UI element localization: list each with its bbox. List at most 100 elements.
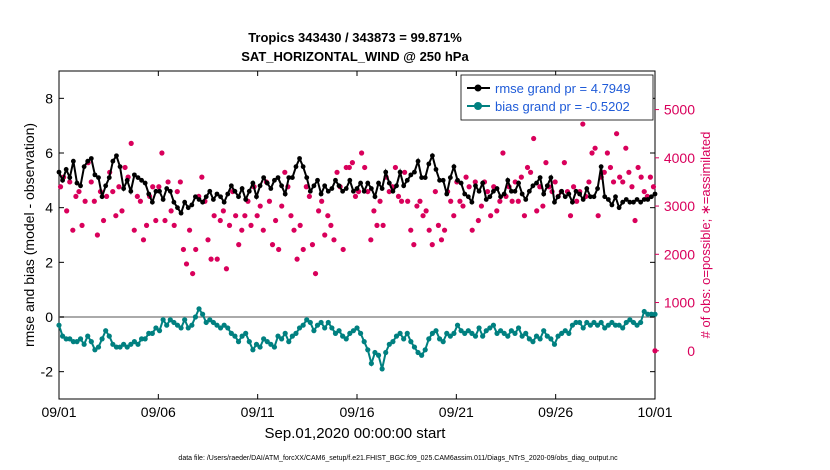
obs-count-point (64, 208, 70, 214)
bias-point (264, 339, 270, 345)
obs-count-point (392, 164, 399, 171)
rmse-point (458, 180, 464, 186)
rmse-point (304, 175, 310, 181)
obs-count-point (239, 227, 245, 233)
bias-point (70, 339, 76, 345)
legend-box (460, 74, 654, 121)
bias-point (537, 336, 543, 342)
obs-count-point (82, 198, 88, 204)
obs-count-point (448, 198, 454, 204)
bias-point (498, 328, 504, 334)
bias-point (494, 330, 500, 336)
rmse-point (243, 197, 249, 202)
rmse-point (444, 191, 450, 197)
rmse-point (307, 188, 313, 194)
obs-count-point (472, 179, 478, 185)
obs-count-point (509, 198, 515, 204)
rmse-point (261, 175, 267, 181)
bias-point (261, 336, 267, 342)
obs-count-point (527, 169, 534, 175)
obs-count-point (595, 213, 601, 219)
rmse-point (505, 177, 511, 183)
y2-tick-label: 5000 (664, 102, 695, 118)
rmse-point (282, 191, 288, 197)
rmse-point (555, 194, 561, 200)
x-tick-label: 09/01 (41, 404, 76, 420)
bias-point (225, 325, 231, 331)
rmse-point (214, 191, 220, 197)
obs-count-point (220, 208, 226, 214)
rmse-point (491, 188, 496, 194)
rmse-point (404, 177, 410, 183)
rmse-point (275, 175, 281, 181)
obs-count-point (374, 222, 380, 228)
bias-point (131, 339, 137, 345)
bias-point (397, 330, 403, 336)
y-tick-label: 6 (45, 145, 53, 161)
rmse-point (419, 175, 425, 181)
obs-count-point (177, 179, 183, 185)
rmse-point (473, 183, 478, 189)
bias-point (641, 308, 647, 315)
rmse-point (146, 191, 152, 197)
obs-count-point (199, 174, 205, 180)
bias-point (645, 311, 651, 317)
bias-point (271, 344, 278, 350)
obs-count-point (288, 213, 294, 219)
bias-point (652, 311, 658, 317)
obs-count-point (266, 198, 273, 204)
bias-point (253, 341, 260, 347)
rmse-point (562, 194, 568, 200)
obs-count-point (610, 179, 617, 185)
y-tick-label: 4 (45, 200, 53, 216)
rmse-point (609, 202, 615, 208)
rmse-point (483, 197, 489, 202)
bias-point (311, 328, 317, 334)
obs-count-point (641, 188, 647, 195)
rmse-point (325, 188, 331, 194)
rmse-point (429, 153, 435, 159)
bias-point (630, 319, 637, 326)
obs-count-point (223, 266, 230, 272)
bias-point (609, 319, 615, 326)
rmse-point (462, 191, 468, 197)
rmse-point (516, 180, 521, 186)
bias-point (401, 336, 407, 342)
bias-point (332, 330, 339, 336)
bias-point (490, 322, 497, 328)
rmse-series-layer (56, 152, 658, 216)
obs-count-point (257, 203, 263, 209)
rmse-point (160, 197, 166, 202)
bias-point (548, 336, 554, 342)
obs-count-point (423, 208, 429, 214)
bias-point (221, 322, 227, 328)
bias-point (178, 325, 184, 331)
rmse-point (422, 175, 428, 181)
bias-point (268, 341, 274, 347)
y-tick-label: 8 (45, 90, 53, 106)
bias-point (81, 341, 87, 347)
obs-count-point (100, 217, 107, 224)
obs-count-point (174, 188, 180, 195)
rmse-point (598, 164, 604, 170)
rmse-point (203, 194, 209, 200)
rmse-point (92, 172, 98, 178)
rmse-point (494, 186, 500, 191)
obs-count-point (435, 222, 442, 228)
bias-point (257, 344, 263, 350)
rmse-point (207, 188, 213, 194)
obs-count-point (279, 203, 285, 209)
rmse-point (293, 164, 299, 170)
rmse-point (200, 199, 206, 205)
obs-count-point (494, 208, 500, 214)
bias-series-layer (56, 306, 658, 372)
rmse-point (476, 188, 482, 194)
obs-count-point (604, 150, 610, 156)
obs-count-point (190, 270, 196, 277)
obs-count-point (521, 213, 528, 219)
bias-point (336, 328, 342, 334)
y2-tick-label: 3000 (664, 198, 695, 214)
bias-point (354, 325, 360, 331)
obs-count-point (623, 145, 629, 151)
